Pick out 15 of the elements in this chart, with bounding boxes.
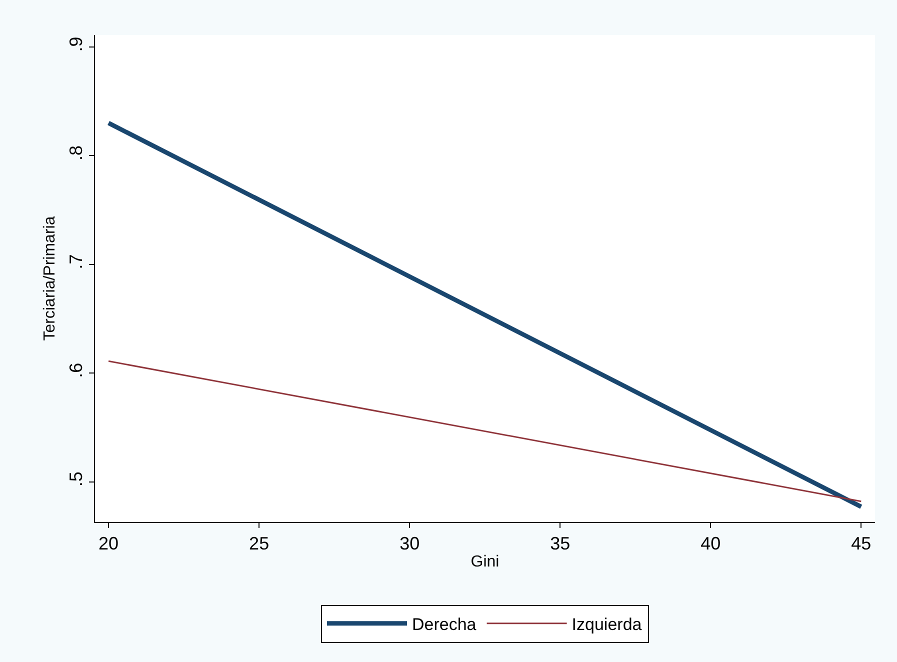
x-tick-label: 35 [550,534,570,554]
x-tick-label: 45 [851,534,872,554]
legend-label: Izquierda [572,614,642,634]
y-tick-label: .7 [66,254,86,270]
x-tick-label: 20 [98,534,119,554]
legend-label: Derecha [412,614,477,634]
y-axis-title: Terciaria/Primaria [42,216,59,341]
x-axis-title: Gini [470,553,500,570]
x-tick-label: 25 [249,534,270,554]
x-tick-label: 30 [400,534,420,554]
y-tick-label: .5 [66,472,86,487]
y-tick-label: .8 [66,145,86,160]
y-tick-label: .9 [66,36,86,52]
y-tick-label: .6 [66,362,86,378]
x-tick-label: 40 [700,534,721,554]
